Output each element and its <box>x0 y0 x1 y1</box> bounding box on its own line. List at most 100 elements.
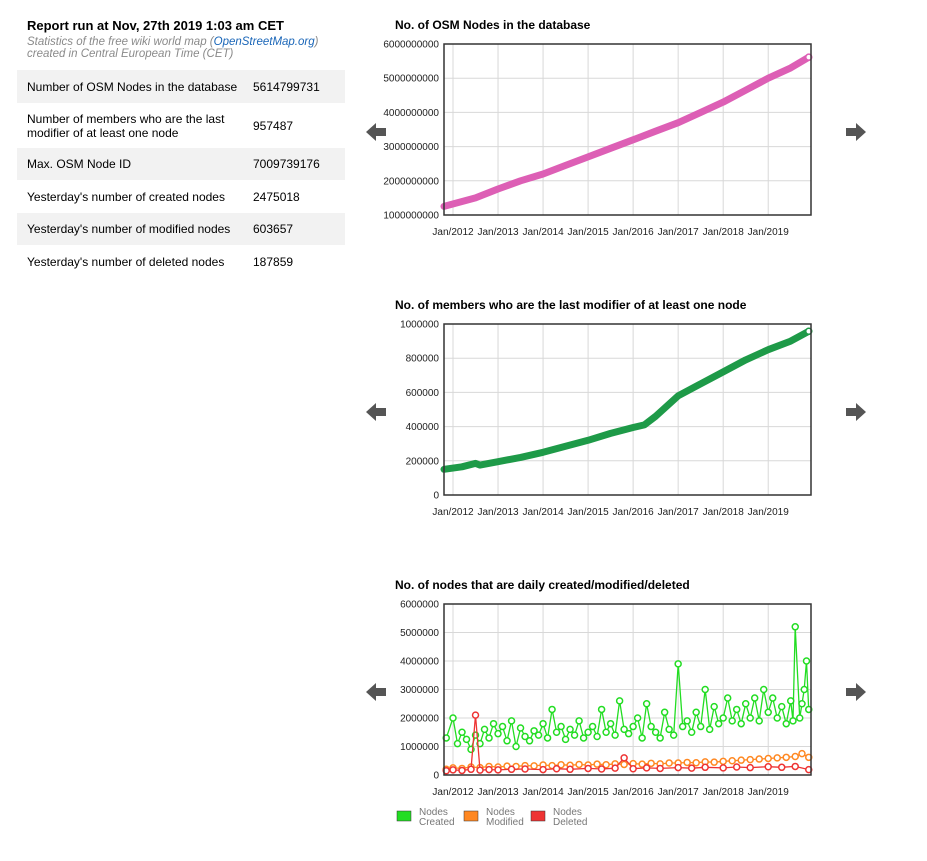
data-point <box>710 702 718 711</box>
data-point <box>773 714 781 722</box>
x-tick-label: Jan/2012 <box>432 507 474 518</box>
prev-chart-arrow[interactable] <box>366 123 386 141</box>
x-tick-label: Jan/2012 <box>432 227 474 238</box>
stat-value: 603657 <box>253 222 294 236</box>
data-point <box>525 737 534 745</box>
plot-border <box>443 43 812 216</box>
subtitle-text: Statistics of the free wiki world map ( <box>27 36 214 48</box>
x-tick-label: Jan/2017 <box>658 507 700 518</box>
data-point <box>669 731 678 739</box>
stat-label: Number of members who are the last modif… <box>27 111 225 140</box>
data-point <box>597 765 606 773</box>
stat-value: 957487 <box>253 118 294 133</box>
data-point <box>665 759 673 767</box>
data-point <box>633 714 642 722</box>
data-point <box>530 762 538 770</box>
stat-value: 2475018 <box>253 189 300 204</box>
data-point <box>449 714 457 722</box>
data-point <box>773 754 781 762</box>
y-tick-label: 6000000 <box>400 600 439 611</box>
legend-label: Deleted <box>553 817 587 828</box>
chart-title: No. of members who are the last modifier… <box>395 298 747 312</box>
data-point <box>647 759 655 768</box>
next-chart-arrow[interactable] <box>846 403 866 421</box>
stats-row: Max. OSM Node ID 7009739176 <box>17 148 345 180</box>
data-point <box>750 694 759 702</box>
data-point <box>584 728 592 736</box>
x-tick-label: Jan/2014 <box>522 227 564 238</box>
data-point <box>647 722 655 731</box>
next-chart-arrow[interactable] <box>846 683 866 701</box>
data-point <box>692 758 700 767</box>
stat-value: 187859 <box>253 254 294 269</box>
prev-chart-arrow[interactable] <box>366 683 386 701</box>
data-point <box>476 766 484 774</box>
legend-label: Nodes <box>486 807 515 818</box>
next-chart-arrow[interactable] <box>846 123 866 141</box>
y-tick-label: 5000000000 <box>383 74 439 85</box>
data-point <box>777 702 786 711</box>
stat-label: Yesterday's number of created nodes <box>27 189 225 204</box>
data-point <box>798 749 806 758</box>
chart-osm-nodes: No. of OSM Nodes in the database Jan/2012… <box>360 12 880 282</box>
data-point <box>786 697 795 705</box>
data-point <box>665 725 673 734</box>
prev-chart-arrow[interactable] <box>366 123 386 141</box>
data-point <box>489 719 498 728</box>
legend-swatch <box>396 810 412 822</box>
data-point <box>494 766 502 774</box>
data-point <box>714 719 723 728</box>
data-point <box>746 755 754 764</box>
x-tick-label: Jan/2012 <box>432 787 474 798</box>
data-point <box>584 764 592 773</box>
stat-label: Max. OSM Node ID <box>27 157 132 171</box>
y-tick-label: 2000000000 <box>383 176 439 187</box>
data-point <box>503 737 511 745</box>
data-point <box>732 763 741 771</box>
next-chart-arrow[interactable] <box>846 123 866 141</box>
y-tick-label: 6000000000 <box>383 40 439 51</box>
next-chart-arrow[interactable] <box>846 683 866 701</box>
data-point <box>543 734 552 742</box>
prev-chart-arrow[interactable] <box>366 403 386 421</box>
data-point <box>723 694 732 702</box>
data-point <box>737 719 745 728</box>
data-point <box>629 722 637 731</box>
data-point <box>467 765 475 774</box>
data-point <box>732 705 741 714</box>
osm-link[interactable]: OpenStreetMap.org <box>213 36 315 48</box>
chart-title: No. of nodes that are daily created/modi… <box>395 578 690 592</box>
y-tick-label: 5000000 <box>400 628 439 639</box>
data-point <box>534 731 543 739</box>
stats-row: Yesterday's number of deleted nodes 1878… <box>17 245 345 278</box>
y-tick-label: 1000000 <box>400 742 439 753</box>
data-point <box>795 714 804 722</box>
data-point <box>615 697 624 705</box>
data-point <box>674 763 682 772</box>
data-point <box>777 763 786 772</box>
y-tick-label: 200000 <box>406 456 440 467</box>
data-point <box>687 728 696 736</box>
x-tick-label: Jan/2016 <box>613 227 655 238</box>
data-point <box>692 708 700 717</box>
y-tick-label: 3000000000 <box>383 142 439 153</box>
data-point <box>566 725 574 734</box>
data-point <box>494 729 502 738</box>
data-point <box>656 734 664 742</box>
y-tick-label: 4000000000 <box>383 108 439 119</box>
data-point <box>521 732 529 741</box>
prev-chart-arrow[interactable] <box>366 403 386 421</box>
x-tick-label: Jan/2013 <box>477 507 519 518</box>
prev-chart-arrow[interactable] <box>366 683 386 701</box>
data-point <box>575 717 583 725</box>
data-point <box>620 754 628 762</box>
data-point <box>539 765 547 774</box>
data-point <box>678 722 687 731</box>
chart-title: No. of OSM Nodes in the database <box>395 18 591 32</box>
next-chart-arrow[interactable] <box>846 403 866 421</box>
data-point <box>764 754 772 763</box>
data-point <box>458 766 466 775</box>
x-tick-label: Jan/2013 <box>477 227 519 238</box>
stat-label: Number of OSM Nodes in the database <box>27 79 238 94</box>
legend-swatch <box>530 810 546 822</box>
